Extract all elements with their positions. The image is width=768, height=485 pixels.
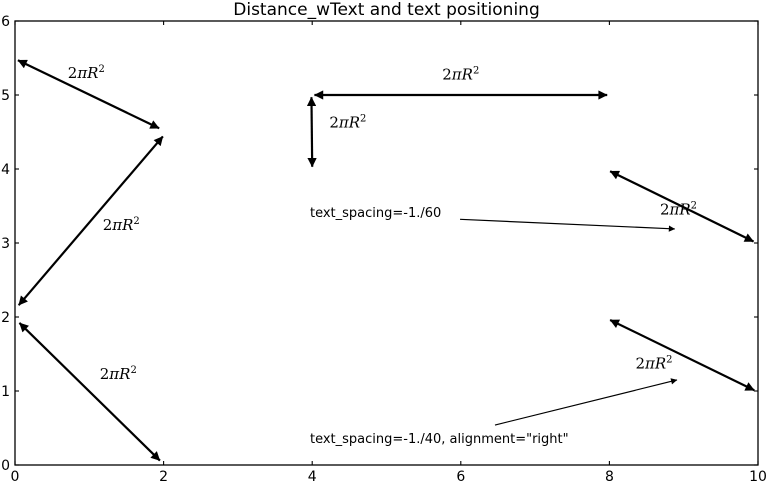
- math-label: 2πR2: [635, 355, 672, 373]
- math-label: 2πR2: [103, 216, 140, 234]
- y-tick-label: 1: [1, 384, 10, 400]
- plot-title: Distance_wText and text positioning: [233, 0, 540, 20]
- y-tick-label: 2: [1, 310, 10, 326]
- x-tick-label: 4: [308, 469, 317, 485]
- double-arrow: [17, 59, 160, 130]
- double-arrow: [18, 322, 161, 462]
- y-tick-label: 6: [1, 14, 10, 30]
- plot-content: 2πR2 2πR2 2πR2 2πR2 2πR2 2πR2 2πR2 text_spacing…: [17, 59, 755, 462]
- annotation-text: text_spacing=-1./40, alignment="right": [310, 432, 569, 447]
- y-tick-label: 5: [1, 88, 10, 104]
- x-tick-label: 8: [605, 469, 614, 485]
- double-arrow: [609, 318, 755, 392]
- math-label: 2πR2: [660, 201, 697, 219]
- math-label: 2πR2: [100, 365, 137, 383]
- annotation-arrow: [460, 218, 676, 232]
- double-arrow: [609, 170, 755, 243]
- double-arrow: [17, 135, 164, 306]
- x-tick-label: 2: [159, 469, 168, 485]
- axes-border: [14, 20, 759, 466]
- math-label: 2πR2: [68, 64, 105, 82]
- math-label: 2πR2: [442, 65, 479, 83]
- y-tick-label: 4: [1, 162, 10, 178]
- double-arrow: [306, 96, 317, 168]
- math-label: 2πR2: [329, 113, 366, 131]
- x-tick-label: 6: [456, 469, 465, 485]
- annotation-text: text_spacing=-1./60: [310, 206, 441, 221]
- y-tick-label: 3: [1, 236, 10, 252]
- x-tick-label: 0: [11, 469, 20, 485]
- axis-ticks: 0 2 4 6 8 10 0 1 2 3 4 5 6: [1, 14, 767, 485]
- y-tick-label: 0: [1, 458, 10, 474]
- x-tick-label: 10: [749, 469, 767, 485]
- annotation-arrow: [494, 378, 678, 426]
